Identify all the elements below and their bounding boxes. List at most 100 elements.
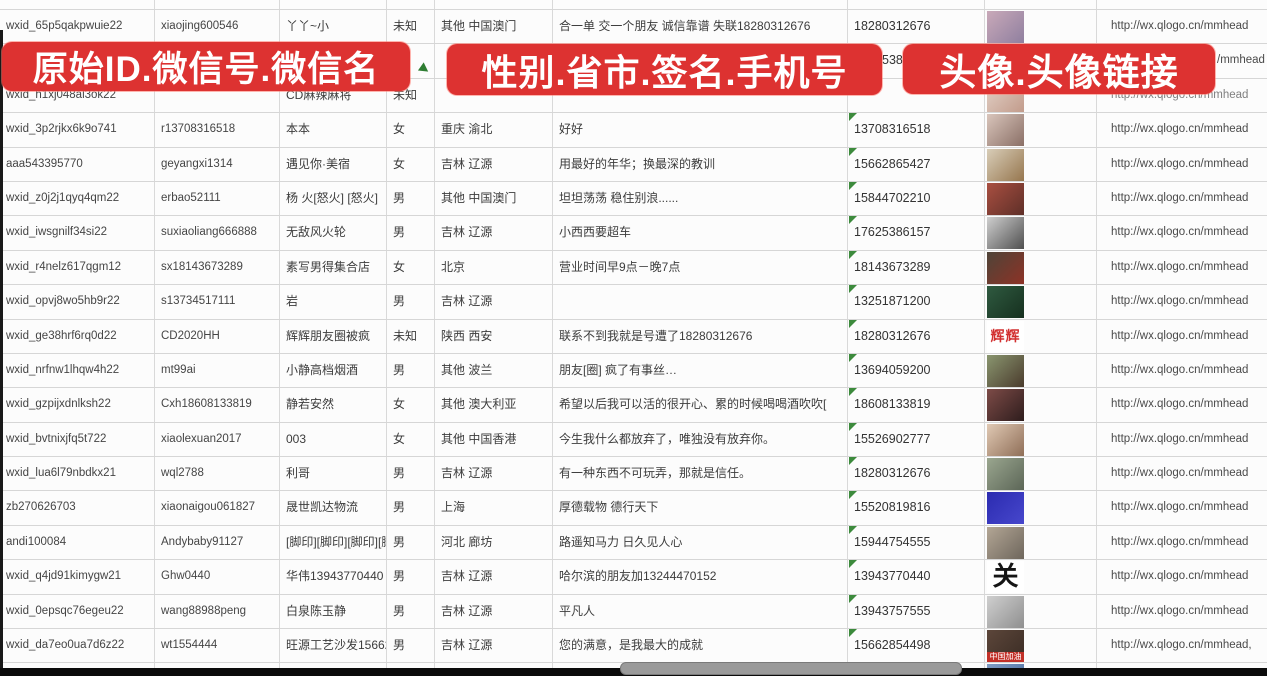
cell-phone[interactable]: 13943770440 <box>848 560 985 594</box>
cell-wechat-id[interactable]: xiaojing600546 <box>155 10 280 44</box>
cell-avatar[interactable] <box>985 285 1097 319</box>
cell-gender[interactable]: 未知 <box>387 10 435 44</box>
cell-region[interactable]: 吉林 辽源 <box>435 594 553 629</box>
cell-gender[interactable] <box>387 44 435 78</box>
cell-avatar[interactable] <box>985 216 1097 250</box>
cell-avatar-link[interactable]: http://wx.qlogo.cn/mmhead <box>1097 251 1267 284</box>
cell-signature[interactable]: 平凡人 <box>553 594 848 629</box>
cell-wxid[interactable]: wxid_gzpijxdnlksh22 <box>0 388 155 422</box>
cell-gender[interactable]: 女 <box>387 113 435 147</box>
cell-avatar-link[interactable]: http://wx.qlogo.cn/mmhead <box>1097 457 1267 490</box>
cell-wxid[interactable]: wxid_iwsgnilf34si22 <box>0 216 155 250</box>
cell-wxid[interactable]: wxid_3p2rjkx6k9o741 <box>0 113 155 147</box>
cell-avatar[interactable] <box>985 250 1097 285</box>
cell-wechat-name[interactable]: 华伟13943770440 <box>280 560 387 594</box>
cell-signature[interactable]: 好好 <box>553 113 848 147</box>
cell-avatar-link[interactable]: http://wx.qlogo.cn/mmhead <box>1097 148 1267 181</box>
cell-wechat-name[interactable]: [脚印][脚印][脚印][脚印 <box>280 525 387 560</box>
cell-avatar[interactable] <box>985 594 1097 629</box>
cell-avatar-link[interactable]: http://wx.qlogo.cn/mmhead <box>1097 595 1267 628</box>
cell-wxid[interactable]: andi100084 <box>0 525 155 560</box>
cell-phone[interactable] <box>848 78 985 113</box>
cell-avatar[interactable]: 关 <box>985 560 1097 594</box>
cell-wechat-name[interactable]: 晟世凯达物流 <box>280 491 387 525</box>
cell-avatar[interactable] <box>985 181 1097 216</box>
cell-signature[interactable]: 朋友[圈] 疯了有事丝… <box>553 353 848 388</box>
cell-region[interactable]: 其他 澳大利亚 <box>435 388 553 422</box>
cell-gender[interactable]: 男 <box>387 525 435 560</box>
cell-signature[interactable]: 营业时间早9点－晚7点 <box>553 250 848 285</box>
cell-phone[interactable]: 13694059200 <box>848 353 985 388</box>
cell-phone[interactable]: 15520819816 <box>848 491 985 525</box>
cell-wechat-id[interactable]: wql2788 <box>155 457 280 491</box>
cell-phone[interactable]: 13251871200 <box>848 285 985 319</box>
cell-wechat-id[interactable]: wt1554444 <box>155 629 280 663</box>
cell-avatar[interactable] <box>985 10 1097 44</box>
cell-phone[interactable]: 18280312676 <box>848 10 985 44</box>
cell-region[interactable]: 重庆 渝北 <box>435 113 553 147</box>
cell-wechat-name[interactable]: 静若安然 <box>280 388 387 422</box>
cell-wechat-id[interactable]: CD2020HH <box>155 319 280 353</box>
cell-wechat-name[interactable]: 杨 火[怒火] [怒火] <box>280 181 387 216</box>
cell-wxid[interactable]: wxid_da7eo0ua7d6z22 <box>0 629 155 663</box>
cell-wechat-name[interactable]: 利哥 <box>280 457 387 491</box>
cell-avatar-link[interactable]: http://wx.qlogo.cn/mmhead <box>1097 526 1267 559</box>
cell-wechat-id[interactable]: suxiaoliang666888 <box>155 216 280 250</box>
cell-wxid[interactable]: wxid_q4jd91kimygw21 <box>0 560 155 594</box>
cell-wxid[interactable]: wxid_h1xj048al3ok22 <box>0 78 155 113</box>
cell-signature[interactable]: 坦坦荡荡 稳住别浪...... <box>553 181 848 216</box>
cell-gender[interactable]: 女 <box>387 250 435 285</box>
cell-phone[interactable]: 18143673289 <box>848 250 985 285</box>
cell-gender[interactable]: 女 <box>387 422 435 457</box>
cell-avatar[interactable]: 辉辉 <box>985 319 1097 353</box>
cell-region[interactable]: 上海 <box>435 491 553 525</box>
cell-region[interactable]: 吉林 辽源 <box>435 457 553 491</box>
cell-wxid[interactable]: zb270626703 <box>0 491 155 525</box>
cell-phone[interactable]: 13943757555 <box>848 594 985 629</box>
cell-wechat-id[interactable]: Cxh18608133819 <box>155 388 280 422</box>
cell-phone[interactable]: 18280312676 <box>848 319 985 353</box>
cell-wechat-name[interactable]: 小静高档烟酒 <box>280 353 387 388</box>
cell-wechat-name[interactable]: 辉辉朋友圈被疯 <box>280 319 387 353</box>
cell-wxid[interactable]: wxid_ge38hrf6rq0d22 <box>0 319 155 353</box>
cell-wechat-id[interactable]: geyangxi1314 <box>155 147 280 181</box>
cell-region[interactable]: 其他 波兰 <box>435 353 553 388</box>
cell-region[interactable]: 北京 <box>435 250 553 285</box>
cell-wechat-name[interactable]: 素写男得集合店 <box>280 250 387 285</box>
cell-wechat-name[interactable]: 003 <box>280 422 387 457</box>
cell-wechat-name[interactable]: 无敌风火轮 <box>280 216 387 250</box>
cell-wechat-name[interactable]: 旺源工艺沙发15662854 <box>280 629 387 663</box>
cell-region[interactable] <box>435 78 553 113</box>
cell-avatar[interactable] <box>985 422 1097 457</box>
cell-gender[interactable]: 男 <box>387 491 435 525</box>
cell-gender[interactable]: 未知 <box>387 319 435 353</box>
cell-wxid[interactable]: wxid_0epsqc76egeu22 <box>0 594 155 629</box>
cell-wechat-id[interactable] <box>155 78 280 113</box>
cell-signature[interactable]: 厚德载物 德行天下 <box>553 491 848 525</box>
cell-region[interactable]: 吉林 辽源 <box>435 216 553 250</box>
cell-gender[interactable]: 男 <box>387 457 435 491</box>
cell-avatar[interactable] <box>985 525 1097 560</box>
cell-gender[interactable]: 女 <box>387 147 435 181</box>
cell-phone[interactable]: 15526902777 <box>848 422 985 457</box>
cell-wxid[interactable]: wxid_r4nelz617qgm12 <box>0 250 155 285</box>
cell-avatar-link[interactable]: http://wx.qlogo.cn/mmhead <box>1097 285 1267 318</box>
cell-avatar[interactable] <box>985 353 1097 388</box>
cell-region[interactable]: 河北 廊坊 <box>435 525 553 560</box>
cell-region[interactable]: 吉林 辽源 <box>435 629 553 663</box>
cell-wechat-name[interactable]: 岩 <box>280 285 387 319</box>
cell-signature[interactable]: 用最好的年华；换最深的教训 <box>553 147 848 181</box>
cell-wechat-id[interactable]: r13708316518 <box>155 113 280 147</box>
cell-avatar[interactable] <box>985 388 1097 422</box>
cell-signature[interactable]: 小西西要超车 <box>553 216 848 250</box>
cell-avatar-link[interactable]: http://wx.qlogo.cn/mmhead <box>1097 320 1267 353</box>
cell-gender[interactable]: 未知 <box>387 78 435 113</box>
cell-gender[interactable]: 男 <box>387 285 435 319</box>
cell-gender[interactable]: 男 <box>387 353 435 388</box>
cell-wechat-id[interactable]: erbao52111 <box>155 181 280 216</box>
cell-signature[interactable]: 今生我什么都放弃了，唯独没有放弃你。 <box>553 422 848 457</box>
cell-phone[interactable]: 15662865427 <box>848 147 985 181</box>
cell-phone[interactable]: 15662854498 <box>848 629 985 663</box>
cell-wechat-name[interactable]: 本本 <box>280 113 387 147</box>
cell-wechat-id[interactable]: Andybaby91127 <box>155 525 280 560</box>
